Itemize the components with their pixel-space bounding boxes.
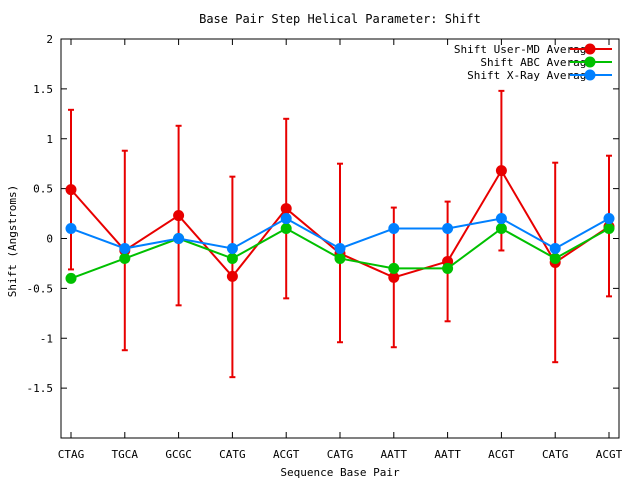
data-point	[442, 223, 454, 235]
plot-frame	[60, 38, 620, 439]
data-point	[495, 165, 507, 177]
legend-marker	[584, 56, 596, 68]
x-tick-label: TGCA	[112, 448, 139, 461]
y-tick-label: -1.5	[27, 382, 54, 395]
data-point	[549, 242, 561, 254]
data-point	[226, 252, 238, 264]
data-point	[495, 223, 507, 235]
x-tick-label: CATG	[327, 448, 354, 461]
x-tick-label: CATG	[542, 448, 569, 461]
data-point	[495, 213, 507, 225]
data-point	[334, 242, 346, 254]
y-tick-label: -1	[40, 332, 53, 345]
data-point	[119, 242, 131, 254]
data-point	[119, 252, 131, 264]
x-tick-label: CATG	[219, 448, 246, 461]
legend-marker	[584, 43, 596, 55]
data-point	[280, 213, 292, 225]
data-point	[65, 272, 77, 284]
series-2	[65, 223, 615, 284]
y-tick-label: 1.5	[33, 83, 53, 96]
data-point	[549, 252, 561, 264]
data-point	[334, 252, 346, 264]
data-point	[603, 213, 615, 225]
x-tick-label: CTAG	[58, 448, 85, 461]
series-3	[65, 213, 615, 254]
data-point	[388, 223, 400, 235]
data-point	[280, 203, 292, 215]
chart-title: Base Pair Step Helical Parameter: Shift	[199, 12, 481, 26]
data-point	[442, 262, 454, 274]
chart-marks: -1.5 -1 -0.5 0 0.5 1 1.5 2 CTAG TGCA GCGC CATG ACGT C…	[27, 33, 623, 461]
data-point	[65, 223, 77, 235]
x-axis-label: Sequence Base Pair	[280, 466, 400, 479]
legend-label: Shift User-MD Average	[454, 43, 593, 56]
data-point	[388, 262, 400, 274]
x-tick-label: AATT	[434, 448, 461, 461]
data-point	[65, 184, 77, 196]
data-point	[388, 271, 400, 283]
data-point	[280, 223, 292, 235]
legend-marker	[584, 69, 596, 81]
data-point	[603, 223, 615, 235]
data-point	[226, 270, 238, 282]
x-tick-label: ACGT	[596, 448, 623, 461]
x-tick-label: ACGT	[488, 448, 515, 461]
legend-label: Shift ABC Average	[480, 56, 593, 69]
x-tick-label: GCGC	[165, 448, 192, 461]
y-tick-label: 1	[46, 133, 53, 146]
data-point	[173, 233, 185, 244]
x-tick-label: ACGT	[273, 448, 300, 461]
y-tick-label: -0.5	[27, 282, 54, 295]
y-tick-label: 0	[46, 233, 53, 246]
data-point	[226, 242, 238, 254]
legend-label: Shift X-Ray Average	[467, 69, 593, 82]
x-tick-label: AATT	[381, 448, 408, 461]
y-tick-label: 0.5	[33, 183, 53, 196]
y-axis-label: Shift (Angstroms)	[6, 185, 19, 298]
data-point	[173, 210, 185, 222]
y-tick-label: 2	[46, 33, 53, 46]
